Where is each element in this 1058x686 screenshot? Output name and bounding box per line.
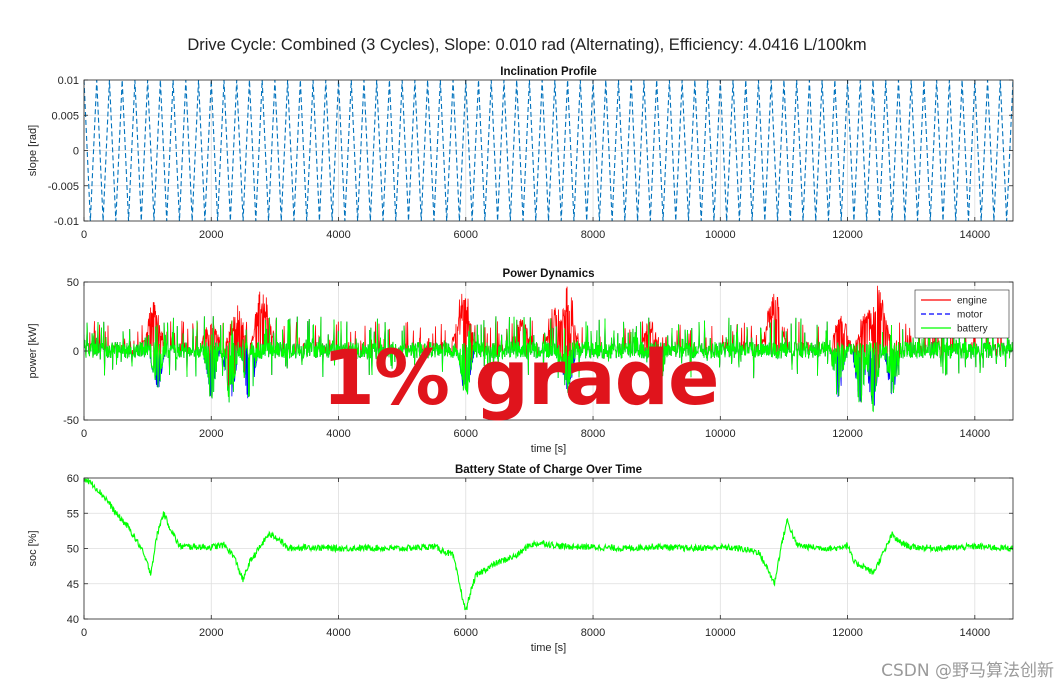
axes-title: Power Dynamics — [502, 268, 594, 280]
battery-series-line — [84, 316, 1013, 413]
x-tick-label: 8000 — [581, 627, 605, 639]
y-tick-label: 60 — [67, 473, 79, 485]
x-tick-label: 0 — [81, 627, 87, 639]
x-tick-label: 10000 — [705, 229, 736, 241]
x-tick-label: 12000 — [832, 229, 863, 241]
x-tick-label: 6000 — [454, 627, 478, 639]
legend-label-engine: engine — [957, 296, 987, 307]
figure-suptitle: Drive Cycle: Combined (3 Cycles), Slope:… — [187, 36, 866, 54]
y-tick-label: -50 — [63, 415, 79, 427]
y-tick-label: 0 — [73, 146, 79, 158]
x-tick-label: 10000 — [705, 428, 736, 440]
series-layer — [84, 80, 1013, 221]
series-layer — [84, 285, 1013, 413]
x-axis-label: time [s] — [531, 642, 566, 654]
x-tick-label: 12000 — [832, 428, 863, 440]
y-tick-label: -0.01 — [54, 216, 79, 228]
x-tick-label: 14000 — [960, 428, 991, 440]
y-tick-label: 50 — [67, 277, 79, 289]
y-axis-label: power [kW] — [27, 323, 39, 378]
y-tick-label: 55 — [67, 508, 79, 520]
y-tick-label: -0.005 — [48, 181, 79, 193]
x-tick-label: 6000 — [454, 229, 478, 241]
legend-label-battery: battery — [957, 324, 988, 335]
y-tick-label: 50 — [67, 544, 79, 556]
x-tick-label: 14000 — [960, 627, 991, 639]
y-axis-label: soc [%] — [27, 530, 39, 566]
x-tick-label: 2000 — [199, 229, 223, 241]
axes-title: Battery State of Charge Over Time — [455, 464, 642, 476]
battery-soc-axes: 0 2000 4000 6000 8000 10000 12000 14000 40 45 50 55… — [27, 464, 1014, 654]
y-tick-label: 45 — [67, 579, 79, 591]
x-tick-label: 12000 — [832, 627, 863, 639]
x-tick-label: 0 — [81, 428, 87, 440]
x-tick-label: 8000 — [581, 229, 605, 241]
x-tick-label: 14000 — [960, 229, 991, 241]
x-tick-label: 10000 — [705, 627, 736, 639]
annotation-overlay-text: 1% grade — [322, 333, 720, 422]
x-tick-label: 2000 — [199, 428, 223, 440]
slope-series-line — [84, 80, 1013, 221]
y-tick-label: 40 — [67, 614, 79, 626]
x-tick-label: 8000 — [581, 428, 605, 440]
legend: engine motor battery — [914, 289, 1010, 339]
axes-title: Inclination Profile — [500, 66, 596, 78]
legend-label-motor: motor — [957, 310, 983, 321]
engine-series-line — [84, 285, 1013, 411]
y-axis-label: slope [rad] — [27, 125, 39, 176]
x-axis-label: time [s] — [531, 443, 566, 455]
inclination-profile-axes: 0 2000 4000 6000 8000 10000 12000 14000 -0.01 -0.… — [27, 66, 1014, 241]
x-tick-label: 2000 — [199, 627, 223, 639]
y-tick-label: 0 — [73, 346, 79, 358]
x-tick-label: 4000 — [326, 229, 350, 241]
x-tick-label: 4000 — [326, 428, 350, 440]
x-tick-label: 6000 — [454, 428, 478, 440]
soc-series-line — [84, 478, 1013, 611]
y-tick-label: 0.01 — [58, 75, 79, 87]
x-tick-label: 0 — [81, 229, 87, 241]
series-layer — [84, 478, 1013, 611]
power-dynamics-axes: 0 2000 4000 6000 8000 10000 12000 14000-50050Po… — [27, 268, 1014, 455]
watermark: CSDN @野马算法创新 — [881, 661, 1054, 681]
y-tick-label: 0.005 — [51, 110, 79, 122]
x-tick-label: 4000 — [326, 627, 350, 639]
